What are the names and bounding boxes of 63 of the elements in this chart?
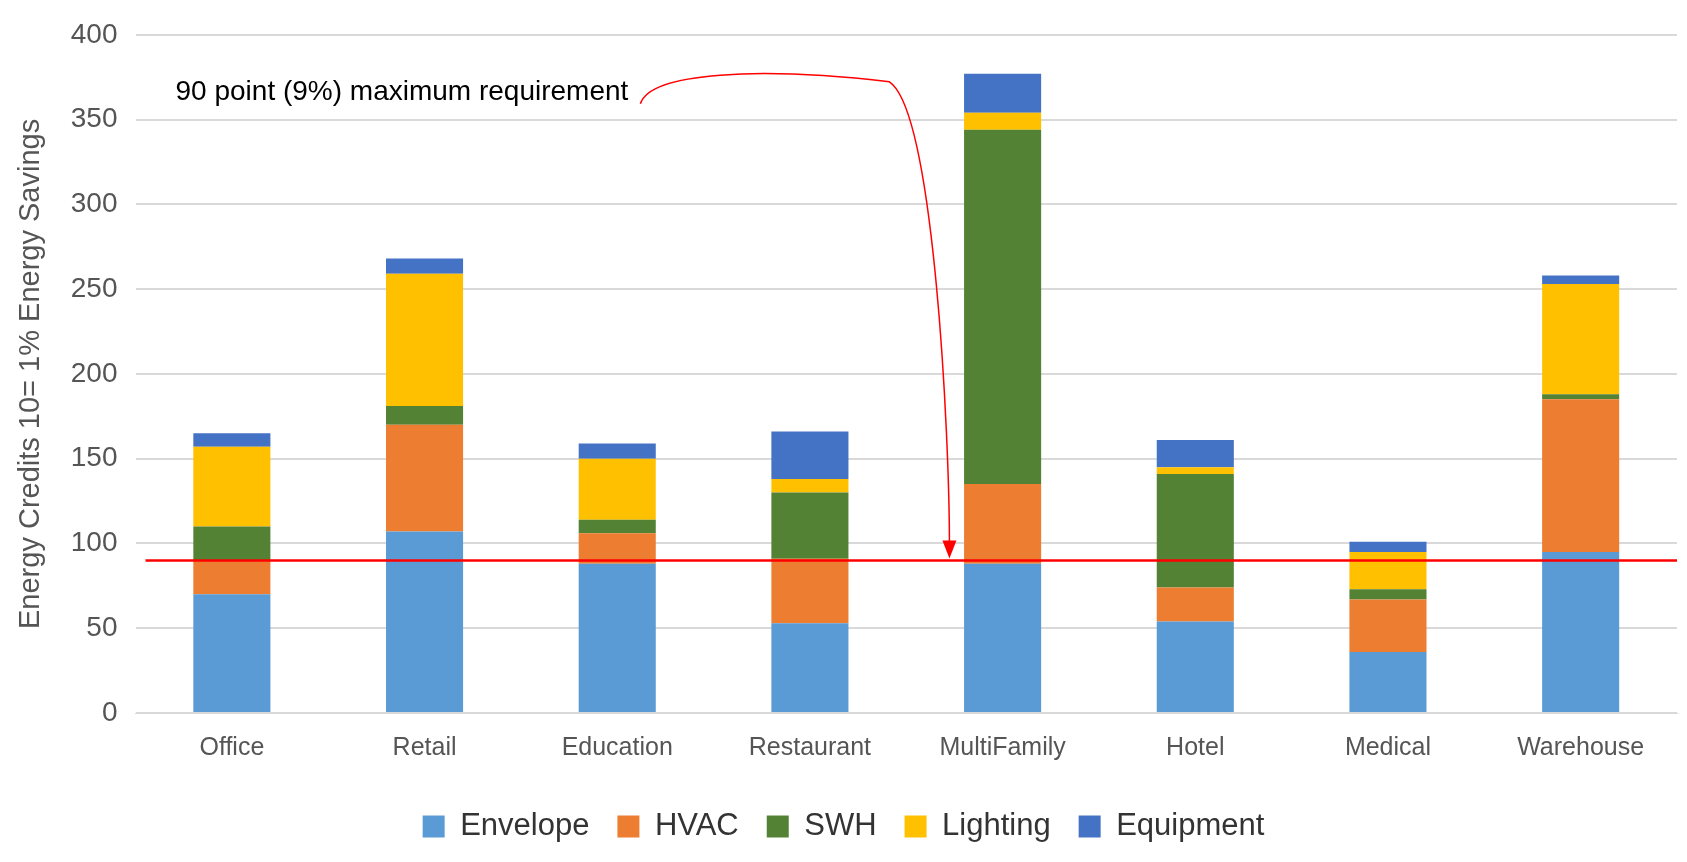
bar [771,623,849,712]
legend-label: Equipment [1116,807,1265,843]
x-tick-label: Restaurant [748,731,872,760]
bar [1542,275,1620,285]
bar [193,446,271,527]
y-axis-title: Energy Credits 10= 1% Energy Savings [13,118,46,629]
bar [193,433,271,447]
bar [1542,394,1620,400]
y-tick-label: 250 [70,271,118,303]
legend-label: Envelope [460,807,590,843]
y-tick-label: 350 [70,102,118,134]
bar [1542,399,1620,552]
bar [1349,651,1427,712]
bar [1156,587,1234,622]
bar [386,424,464,532]
y-tick-label: 50 [86,610,118,642]
annotation: 90 point (9%) maximum requirement [175,74,629,106]
bar [1156,440,1234,468]
bar [386,258,464,274]
bar [193,526,271,561]
bar [578,563,656,712]
legend-label: Lighting [942,807,1051,843]
bar [193,560,271,595]
bar [1542,551,1620,712]
x-tick-label: MultiFamily [939,731,1067,760]
bar [386,406,464,425]
bar [964,563,1042,712]
bar [1349,541,1427,552]
bar [771,492,849,559]
bar [964,112,1042,130]
y-tick-label: 0 [101,695,118,727]
bar [1156,621,1234,712]
legend-label: HVAC [654,807,739,843]
bar [1349,589,1427,600]
bar [193,594,271,712]
bar [386,531,464,712]
x-tick-label: Hotel [1166,731,1225,760]
bar [1156,467,1234,474]
bar [1349,551,1427,590]
bar [578,458,656,520]
bar [964,73,1042,113]
bar [578,519,656,534]
legend-label: SWH [804,807,877,843]
bar [386,273,464,407]
y-tick-label: 300 [70,187,118,219]
bar [771,431,849,480]
bar [578,443,656,459]
y-tick-label: 400 [70,17,118,49]
bar [771,479,849,493]
bar [1542,284,1620,395]
x-tick-label: Education [561,731,673,760]
bar [964,484,1042,564]
x-tick-label: Warehouse [1517,731,1645,760]
y-tick-label: 100 [70,526,118,558]
y-tick-label: 150 [70,441,118,473]
bar [1156,473,1234,588]
x-tick-label: Medical [1344,731,1432,760]
x-tick-label: Office [199,731,265,760]
bar [964,129,1042,485]
bar [1349,599,1427,652]
y-tick-label: 200 [70,356,118,388]
x-tick-label: Retail [392,731,457,760]
bar [578,533,656,564]
